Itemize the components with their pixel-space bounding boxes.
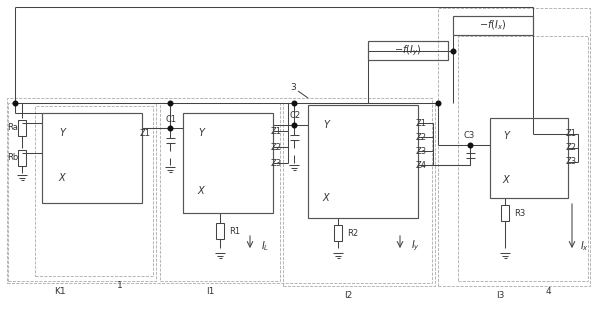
Text: C3: C3 [463,131,475,141]
Bar [18,150,26,166]
Text: Z3: Z3 [416,146,427,156]
Text: X: X [198,186,204,196]
Point [289,122,298,127]
Text: $I_L$: $I_L$ [261,239,269,253]
Text: Y: Y [59,128,65,138]
Text: R2: R2 [347,228,358,238]
Text: Z2: Z2 [270,142,282,151]
Bar [35,106,153,276]
Bar [438,8,590,286]
Text: I2: I2 [344,291,352,300]
Point [448,49,458,54]
Point [165,126,175,131]
Bar [7,98,432,283]
Text: X: X [323,193,330,203]
Text: I3: I3 [496,291,504,300]
Text: C1: C1 [165,115,177,124]
Point [433,100,443,105]
Text: Z4: Z4 [416,161,426,170]
Text: Z2: Z2 [565,143,577,152]
Bar [183,113,273,213]
Bar [490,118,568,198]
Text: Z2: Z2 [416,132,426,141]
Bar [8,103,156,281]
Text: Y: Y [323,120,329,130]
Text: K1: K1 [54,286,66,295]
Text: Z1: Z1 [416,119,426,127]
Text: Y: Y [503,131,509,141]
Bar [453,16,533,35]
Text: R1: R1 [229,227,240,235]
Bar [458,36,588,281]
Text: Rb: Rb [7,153,19,162]
Bar [501,205,509,221]
Text: Z1: Z1 [270,126,282,136]
Text: $I_y$: $I_y$ [411,239,420,253]
Point [10,100,20,105]
Text: Z3: Z3 [565,157,577,167]
Text: $I_x$: $I_x$ [580,239,589,253]
Text: 1: 1 [117,280,123,290]
Text: Y: Y [198,128,204,138]
Text: X: X [503,175,509,185]
Text: I1: I1 [206,286,214,295]
Point [165,100,175,105]
Text: C2: C2 [290,111,300,121]
Bar [42,113,142,203]
Text: $-f(I_y)$: $-f(I_y)$ [394,43,421,58]
Text: Z1: Z1 [140,129,150,137]
Point [289,100,298,105]
Text: 4: 4 [545,286,551,295]
Bar [308,105,418,218]
Bar [216,223,224,239]
Text: Z3: Z3 [270,158,282,167]
Text: $-f(I_x)$: $-f(I_x)$ [479,19,507,32]
Point [465,142,475,147]
Bar [334,225,342,241]
Bar [368,41,448,60]
Bar [18,120,26,136]
Bar [283,103,435,286]
Bar [160,103,280,281]
Text: X: X [59,173,65,183]
Text: 3: 3 [290,84,296,93]
Text: Ra: Ra [8,124,19,132]
Text: Z1: Z1 [565,130,577,138]
Text: R3: R3 [514,208,525,218]
